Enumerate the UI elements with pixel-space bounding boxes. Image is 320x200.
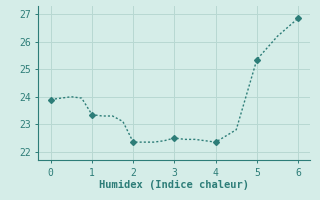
X-axis label: Humidex (Indice chaleur): Humidex (Indice chaleur) <box>100 180 249 190</box>
